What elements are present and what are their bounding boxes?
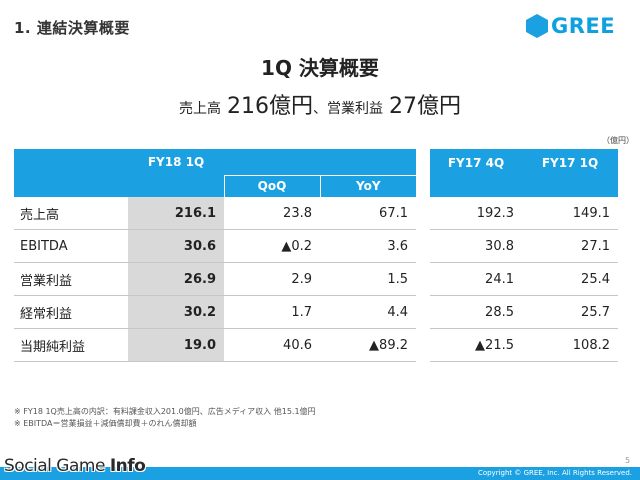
cell-qoq: 23.8 xyxy=(224,197,320,230)
cell-prev-y: 25.7 xyxy=(522,295,618,329)
cell-prev-q: 24.1 xyxy=(430,262,522,296)
footnote-sales-breakdown: ※ FY18 1Q売上高の内訳：有料課金収入201.0億円、広告メディア収入 他… xyxy=(14,407,316,416)
cell-yoy: 67.1 xyxy=(320,197,416,230)
gree-logo: GREE xyxy=(526,14,615,38)
row-label: 営業利益 xyxy=(14,262,128,296)
cell-prev-q: 30.8 xyxy=(430,229,522,263)
cell-yoy: ▲89.2 xyxy=(320,328,416,362)
row-label: 当期純利益 xyxy=(14,328,128,362)
cell-yoy: 3.6 xyxy=(320,229,416,263)
footnote-ebitda-definition: ※ EBITDA＝営業損益＋減価償却費＋のれん償却額 xyxy=(14,419,197,428)
cell-prev-y: 108.2 xyxy=(522,328,618,362)
watermark-part2: Info xyxy=(109,456,146,476)
cell-prev-q: 28.5 xyxy=(430,295,522,329)
cell-prev-q: 192.3 xyxy=(430,197,522,230)
table-gap xyxy=(416,149,430,197)
cell-yoy: 4.4 xyxy=(320,295,416,329)
table-row: 当期純利益 19.0 40.6 ▲89.2 ▲21.5 108.2 xyxy=(14,328,618,362)
table-row: 売上高 216.1 23.8 67.1 192.3 149.1 xyxy=(14,197,618,230)
cell-qoq: ▲0.2 xyxy=(224,229,320,263)
cell-qoq: 40.6 xyxy=(224,328,320,362)
col-header-fy17-1q: FY17 1Q xyxy=(522,149,618,197)
cell-current: 26.9 xyxy=(128,262,224,296)
table-row: 経常利益 30.2 1.7 4.4 28.5 25.7 xyxy=(14,295,618,329)
row-gap xyxy=(416,230,430,263)
cell-prev-y: 149.1 xyxy=(522,197,618,230)
footnotes: ※ FY18 1Q売上高の内訳：有料課金収入201.0億円、広告メディア収入 他… xyxy=(14,406,316,430)
cell-current: 216.1 xyxy=(128,197,224,230)
page-number: 5 xyxy=(625,456,631,465)
col-header-fy18-1q: FY18 1Q xyxy=(128,149,224,175)
cell-prev-y: 27.1 xyxy=(522,229,618,263)
unit-label: （億円） xyxy=(602,136,634,145)
row-gap xyxy=(416,329,430,362)
section-title: 1. 連結決算概要 xyxy=(14,19,130,37)
cell-yoy: 1.5 xyxy=(320,262,416,296)
table-header-blank-2 xyxy=(14,175,128,197)
table-header-blank-3 xyxy=(128,175,224,197)
op-profit-label: 営業利益 xyxy=(327,101,383,117)
col-header-fy17-4q: FY17 4Q xyxy=(430,149,522,197)
logo-text: GREE xyxy=(551,14,616,38)
sales-value: 216億円 xyxy=(227,94,313,119)
watermark: Social Game Info xyxy=(4,456,146,476)
row-label: 経常利益 xyxy=(14,295,128,329)
op-profit-value: 27億円 xyxy=(389,94,461,119)
financial-summary-table: FY18 1Q FY17 4Q FY17 1Q QoQ YoY 売上高 216.… xyxy=(14,149,618,362)
row-label: EBITDA xyxy=(14,229,128,263)
table-row: EBITDA 30.6 ▲0.2 3.6 30.8 27.1 xyxy=(14,229,618,263)
cell-qoq: 1.7 xyxy=(224,295,320,329)
col-header-change-group xyxy=(224,149,416,175)
footer-bar: Copyright © GREE, Inc. All Rights Reserv… xyxy=(0,467,640,480)
row-label: 売上高 xyxy=(14,197,128,230)
col-header-yoy: YoY xyxy=(319,174,416,197)
cell-prev-y: 25.4 xyxy=(522,262,618,296)
page-title: 1Q 決算概要 xyxy=(261,56,379,80)
sales-label: 売上高 xyxy=(179,101,221,117)
cell-qoq: 2.9 xyxy=(224,262,320,296)
row-gap xyxy=(416,263,430,296)
cell-current: 30.6 xyxy=(128,229,224,263)
watermark-part1: Social Game xyxy=(4,456,110,476)
copyright-text: Copyright © GREE, Inc. All Rights Reserv… xyxy=(477,469,632,477)
hexagon-logo-icon xyxy=(526,14,548,38)
headline-separator: 、 xyxy=(313,101,327,117)
headline-summary: 売上高 216億円、営業利益 27億円 xyxy=(0,88,640,120)
table-header-blank xyxy=(14,149,128,175)
col-header-qoq: QoQ xyxy=(223,174,320,197)
table-row: 営業利益 26.9 2.9 1.5 24.1 25.4 xyxy=(14,262,618,296)
cell-current: 30.2 xyxy=(128,295,224,329)
cell-prev-q: ▲21.5 xyxy=(430,328,522,362)
row-gap xyxy=(416,197,430,230)
row-gap xyxy=(416,296,430,329)
cell-current: 19.0 xyxy=(128,328,224,362)
